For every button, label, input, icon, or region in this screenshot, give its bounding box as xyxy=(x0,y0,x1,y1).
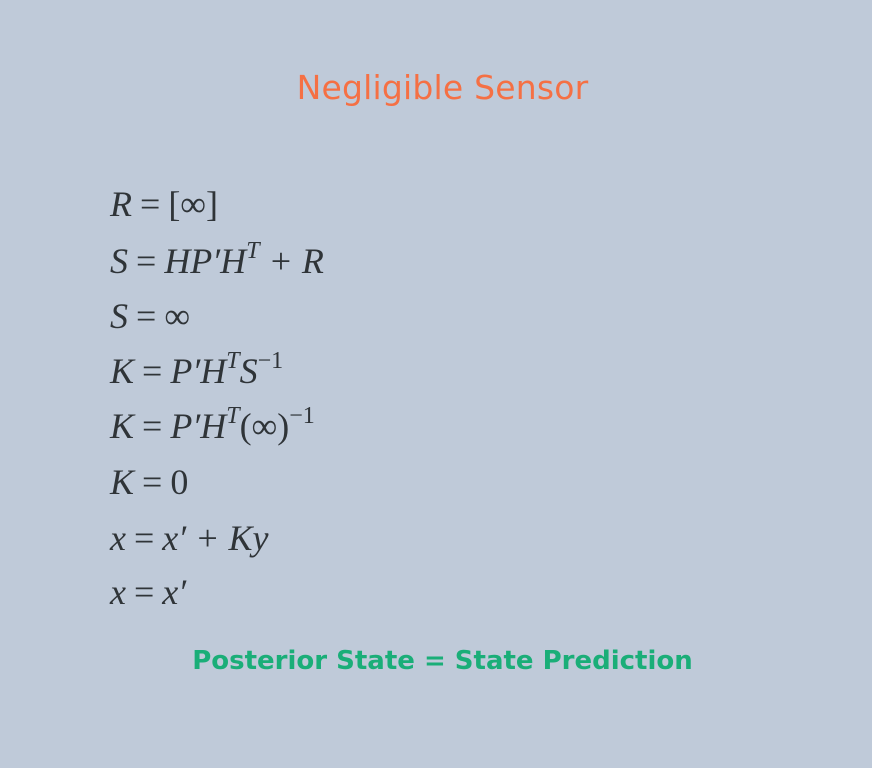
equation-x-result: x = x′ xyxy=(110,572,187,612)
slide-title: Negligible Sensor xyxy=(296,68,589,107)
conclusion-text: Posterior State = State Prediction xyxy=(192,646,693,676)
equation-k-definition: K = P′HTS−1 xyxy=(110,348,284,391)
equation-x-update: x = x′ + Ky xyxy=(110,518,269,558)
equation-k-infinity: K = P′HT(∞)−1 xyxy=(110,403,315,446)
equation-s-infinity: S = ∞ xyxy=(110,296,190,336)
equation-s-definition: S = HP′HT + R xyxy=(110,238,324,281)
equation-r: R = [∞] xyxy=(110,184,218,224)
equation-k-zero: K = 0 xyxy=(110,462,189,502)
